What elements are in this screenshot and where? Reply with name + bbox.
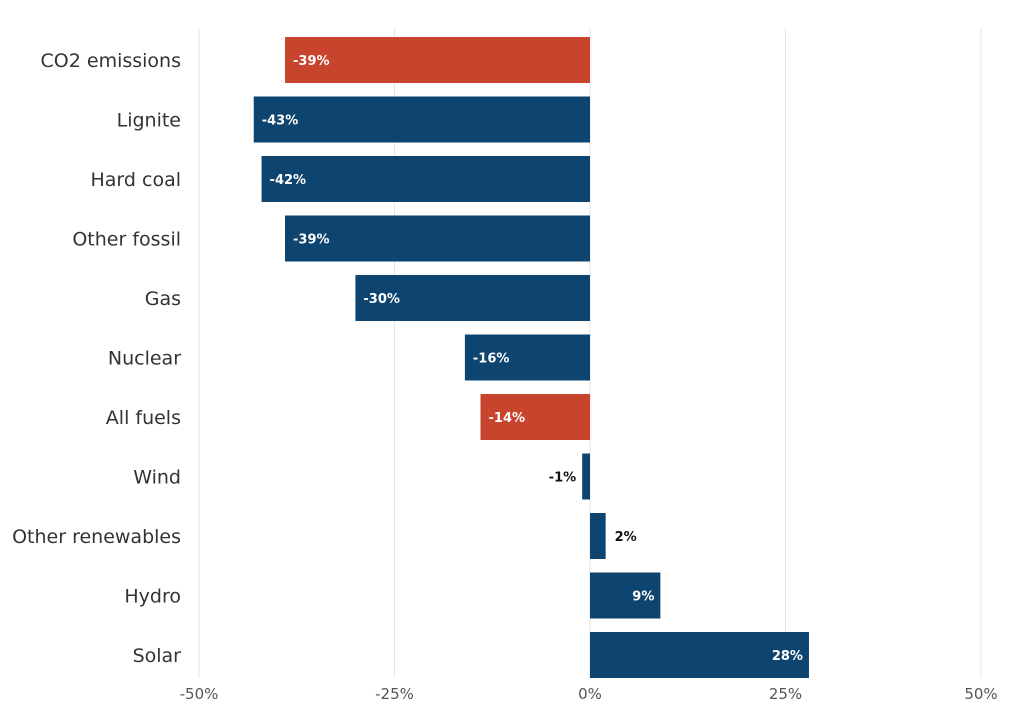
bar-wind [582, 453, 590, 500]
data-label-lignite: -43% [262, 114, 299, 129]
category-label-wind: Wind [133, 467, 181, 489]
category-label-co2-emissions: CO2 emissions [41, 50, 181, 72]
bar-nuclear [464, 334, 590, 381]
x-tick-label: 0% [578, 685, 602, 703]
x-tick-label: -25% [375, 685, 414, 703]
bar-other-renewables [590, 513, 606, 559]
category-labels: CO2 emissions Lignite Hard coal Other fossi… [12, 50, 181, 667]
category-label-hydro: Hydro [124, 586, 181, 608]
x-axis-tick-labels: -50% -25% 0% 25% 50% [180, 685, 998, 703]
data-label-hard-coal: -42% [270, 173, 307, 188]
x-tick-label: 50% [964, 685, 997, 703]
bar-lignite [253, 96, 591, 143]
data-label-hydro: 9% [632, 590, 654, 605]
bar-other-fossil [285, 215, 590, 262]
category-label-nuclear: Nuclear [108, 348, 181, 370]
data-label-all-fuels: -14% [489, 411, 526, 426]
bar-hard-coal [261, 156, 590, 202]
category-label-other-renewables: Other renewables [12, 526, 181, 548]
category-label-gas: Gas [145, 288, 181, 310]
data-label-other-fossil: -39% [293, 233, 330, 248]
data-label-solar: 28% [772, 649, 803, 664]
bar-solar [590, 632, 809, 678]
x-tick-label: -50% [180, 685, 219, 703]
category-label-hard-coal: Hard coal [90, 169, 181, 191]
data-label-other-renewables: 2% [615, 530, 637, 545]
category-label-lignite: Lignite [117, 110, 181, 132]
category-label-other-fossil: Other fossil [72, 229, 181, 251]
data-label-gas: -30% [363, 292, 400, 307]
bar-co2-emissions [285, 37, 590, 83]
data-label-nuclear: -16% [473, 352, 510, 367]
category-label-all-fuels: All fuels [106, 407, 181, 429]
bar-gas [355, 275, 590, 321]
x-tick-label: 25% [769, 685, 802, 703]
data-label-co2-emissions: -39% [293, 54, 330, 69]
bar-hydro [590, 572, 661, 619]
category-label-solar: Solar [133, 645, 182, 667]
data-label-wind: -1% [549, 471, 576, 486]
bars: -39% -43% -42% -39% -30% -16% -14% -1% 2% 9% 28% [253, 37, 809, 678]
bar-all-fuels [480, 394, 590, 440]
